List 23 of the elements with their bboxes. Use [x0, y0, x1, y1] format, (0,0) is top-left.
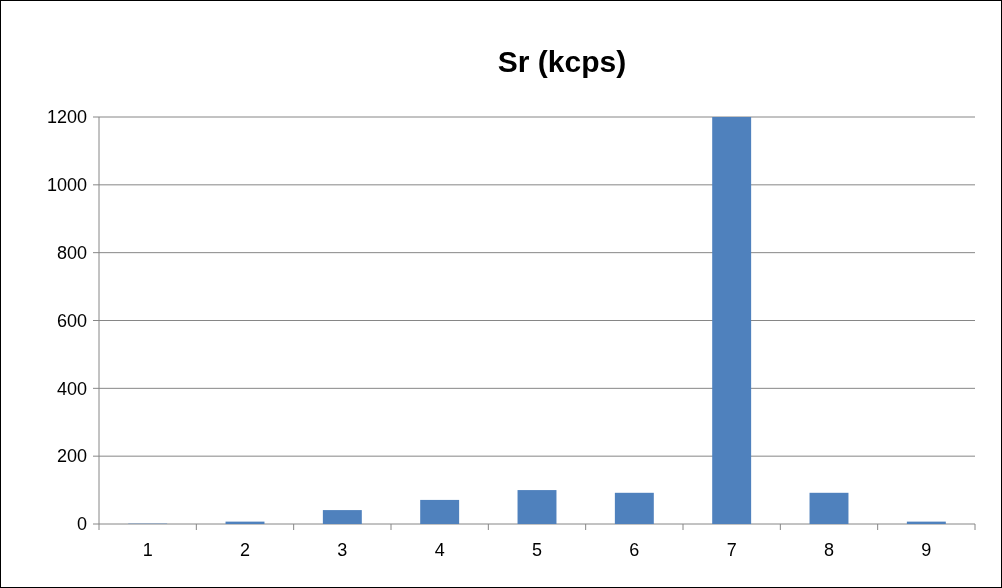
y-tick-label: 1000 — [46, 175, 87, 196]
bar — [809, 492, 849, 524]
y-tick-label: 200 — [56, 446, 87, 467]
x-tick-label: 6 — [629, 540, 640, 560]
bar — [712, 117, 752, 524]
chart-title: Sr (kcps) — [497, 45, 627, 78]
y-tick-label: 800 — [56, 242, 87, 263]
x-tick-label: 9 — [921, 540, 932, 560]
x-tick-label: 3 — [337, 540, 348, 560]
x-tick-label: 4 — [434, 540, 445, 560]
bar — [322, 510, 362, 524]
y-tick-label: 0 — [76, 514, 87, 535]
bar — [614, 492, 654, 524]
y-tick-label: 400 — [56, 378, 87, 399]
x-tick-label: 8 — [823, 540, 835, 560]
x-tick-label: 7 — [726, 540, 737, 560]
x-tick-label: 2 — [239, 540, 251, 560]
bar — [420, 499, 460, 524]
bar — [517, 490, 557, 524]
x-tick-label: 5 — [531, 540, 543, 560]
y-tick-label: 1200 — [46, 107, 87, 128]
x-tick-label: 1 — [142, 540, 153, 560]
y-tick-label: 600 — [56, 310, 87, 331]
